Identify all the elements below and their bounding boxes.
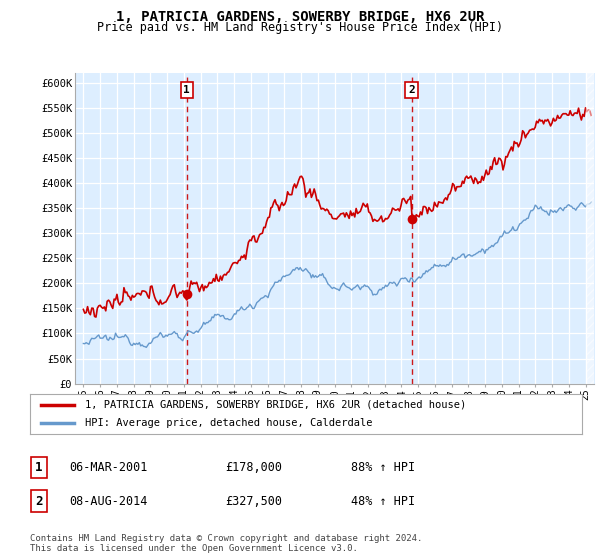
Text: 88% ↑ HPI: 88% ↑ HPI	[351, 461, 415, 474]
Text: 08-AUG-2014: 08-AUG-2014	[69, 494, 148, 508]
Text: HPI: Average price, detached house, Calderdale: HPI: Average price, detached house, Cald…	[85, 418, 373, 428]
Text: 1: 1	[35, 461, 43, 474]
Text: 1: 1	[184, 85, 190, 95]
Text: Price paid vs. HM Land Registry's House Price Index (HPI): Price paid vs. HM Land Registry's House …	[97, 21, 503, 34]
Text: Contains HM Land Registry data © Crown copyright and database right 2024.
This d: Contains HM Land Registry data © Crown c…	[30, 534, 422, 553]
Text: 48% ↑ HPI: 48% ↑ HPI	[351, 494, 415, 508]
Text: 1, PATRICIA GARDENS, SOWERBY BRIDGE, HX6 2UR (detached house): 1, PATRICIA GARDENS, SOWERBY BRIDGE, HX6…	[85, 400, 466, 409]
Text: 2: 2	[35, 494, 43, 508]
Text: £178,000: £178,000	[225, 461, 282, 474]
Text: 2: 2	[408, 85, 415, 95]
Text: 1, PATRICIA GARDENS, SOWERBY BRIDGE, HX6 2UR: 1, PATRICIA GARDENS, SOWERBY BRIDGE, HX6…	[116, 10, 484, 24]
Text: £327,500: £327,500	[225, 494, 282, 508]
Text: 06-MAR-2001: 06-MAR-2001	[69, 461, 148, 474]
